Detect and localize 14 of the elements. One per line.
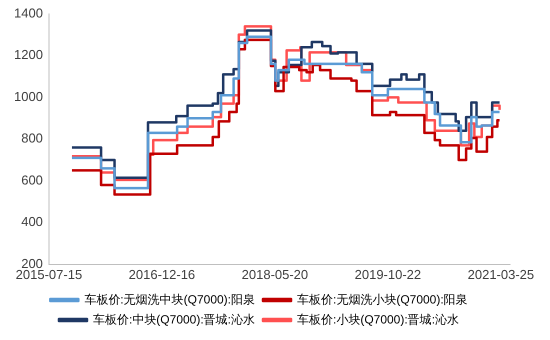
y-tick-label: 800 xyxy=(21,130,43,146)
x-tick-label: 2018-05-20 xyxy=(242,266,308,282)
y-tick-label: 1200 xyxy=(14,47,43,62)
legend-label: 车板价:无烟洗中块(Q7000):阳泉 xyxy=(84,292,256,306)
y-tick-label: 1000 xyxy=(14,88,43,104)
y-tick-label: 600 xyxy=(21,172,43,188)
legend-label: 车板价:中块(Q7000):晋城:沁水 xyxy=(92,312,256,326)
x-tick-label: 2021-03-25 xyxy=(468,266,534,282)
legend-label: 车板价:小块(Q7000):晋城:沁水 xyxy=(297,312,460,326)
x-tick-label: 2019-10-22 xyxy=(354,266,422,282)
x-tick-label: 2016-12-16 xyxy=(128,266,196,282)
y-tick-label: 400 xyxy=(21,214,43,230)
legend-label: 车板价:无烟洗小块(Q7000):阳泉 xyxy=(297,292,468,306)
y-tick-label: 1400 xyxy=(14,5,43,20)
